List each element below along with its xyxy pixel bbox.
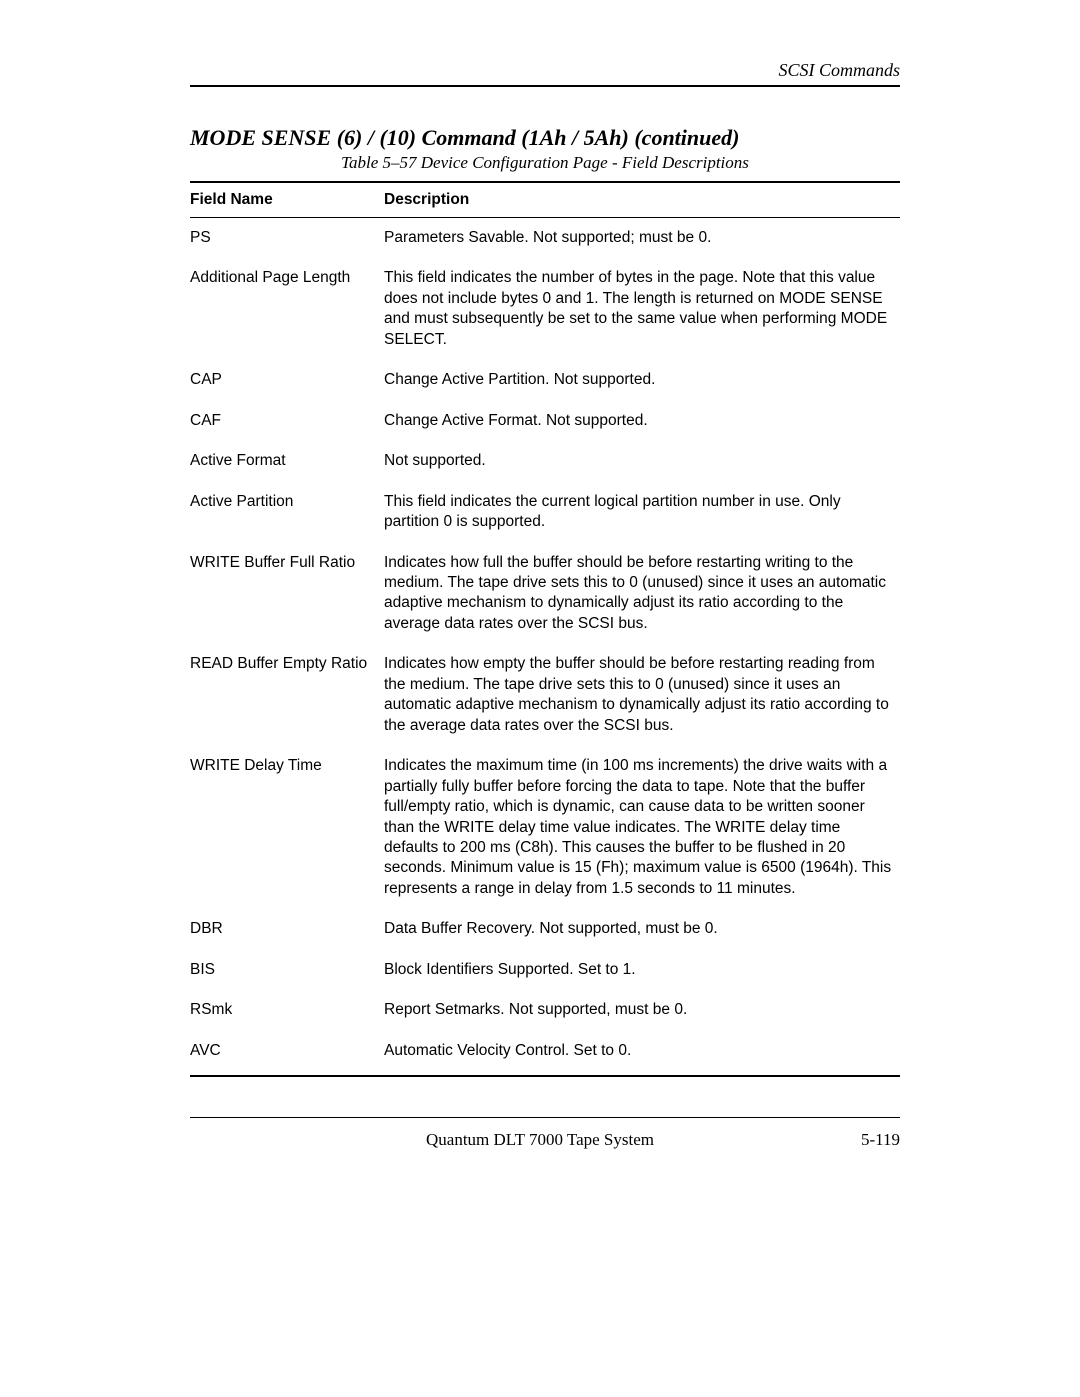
description-cell: This field indicates the current logical… bbox=[384, 482, 900, 543]
field-name-cell: READ Buffer Empty Ratio bbox=[190, 644, 384, 746]
footer-product-name: Quantum DLT 7000 Tape System bbox=[426, 1130, 654, 1150]
table-row: Active Format Not supported. bbox=[190, 441, 900, 481]
table-row: PS Parameters Savable. Not supported; mu… bbox=[190, 218, 900, 259]
field-name-cell: PS bbox=[190, 218, 384, 259]
header-section-label: SCSI Commands bbox=[190, 60, 900, 81]
table-row: Additional Page Length This field indica… bbox=[190, 258, 900, 360]
table-row: Active Partition This field indicates th… bbox=[190, 482, 900, 543]
table-row: BIS Block Identifiers Supported. Set to … bbox=[190, 950, 900, 990]
field-name-cell: CAF bbox=[190, 401, 384, 441]
field-name-cell: WRITE Buffer Full Ratio bbox=[190, 543, 384, 645]
page-title: MODE SENSE (6) / (10) Command (1Ah / 5Ah… bbox=[190, 125, 900, 151]
table-caption: Table 5–57 Device Configuration Page - F… bbox=[190, 153, 900, 173]
field-descriptions-table: Field Name Description PS Parameters Sav… bbox=[190, 181, 900, 1077]
description-cell: Not supported. bbox=[384, 441, 900, 481]
description-cell: Block Identifiers Supported. Set to 1. bbox=[384, 950, 900, 990]
table-row: CAF Change Active Format. Not supported. bbox=[190, 401, 900, 441]
description-cell: Change Active Format. Not supported. bbox=[384, 401, 900, 441]
description-cell: Indicates the maximum time (in 100 ms in… bbox=[384, 746, 900, 909]
table-row: WRITE Buffer Full Ratio Indicates how fu… bbox=[190, 543, 900, 645]
table-row: DBR Data Buffer Recovery. Not supported,… bbox=[190, 909, 900, 949]
field-name-cell: WRITE Delay Time bbox=[190, 746, 384, 909]
page-content: SCSI Commands MODE SENSE (6) / (10) Comm… bbox=[0, 0, 1080, 1150]
table-row: CAP Change Active Partition. Not support… bbox=[190, 360, 900, 400]
field-name-cell: RSmk bbox=[190, 990, 384, 1030]
table-header-row: Field Name Description bbox=[190, 182, 900, 218]
column-header-description: Description bbox=[384, 182, 900, 218]
page-header: SCSI Commands bbox=[190, 60, 900, 87]
description-cell: Indicates how full the buffer should be … bbox=[384, 543, 900, 645]
table-row: READ Buffer Empty Ratio Indicates how em… bbox=[190, 644, 900, 746]
description-cell: This field indicates the number of bytes… bbox=[384, 258, 900, 360]
field-name-cell: AVC bbox=[190, 1031, 384, 1076]
description-cell: Report Setmarks. Not supported, must be … bbox=[384, 990, 900, 1030]
field-name-cell: Active Format bbox=[190, 441, 384, 481]
field-name-cell: DBR bbox=[190, 909, 384, 949]
field-name-cell: Active Partition bbox=[190, 482, 384, 543]
description-cell: Indicates how empty the buffer should be… bbox=[384, 644, 900, 746]
description-cell: Change Active Partition. Not supported. bbox=[384, 360, 900, 400]
description-cell: Automatic Velocity Control. Set to 0. bbox=[384, 1031, 900, 1076]
field-name-cell: CAP bbox=[190, 360, 384, 400]
field-name-cell: Additional Page Length bbox=[190, 258, 384, 360]
column-header-field-name: Field Name bbox=[190, 182, 384, 218]
description-cell: Parameters Savable. Not supported; must … bbox=[384, 218, 900, 259]
description-cell: Data Buffer Recovery. Not supported, mus… bbox=[384, 909, 900, 949]
table-row: RSmk Report Setmarks. Not supported, mus… bbox=[190, 990, 900, 1030]
footer-page-number: 5-119 bbox=[861, 1130, 900, 1150]
table-row: WRITE Delay Time Indicates the maximum t… bbox=[190, 746, 900, 909]
field-name-cell: BIS bbox=[190, 950, 384, 990]
table-row: AVC Automatic Velocity Control. Set to 0… bbox=[190, 1031, 900, 1076]
page-footer: Quantum DLT 7000 Tape System 5-119 bbox=[190, 1117, 900, 1150]
